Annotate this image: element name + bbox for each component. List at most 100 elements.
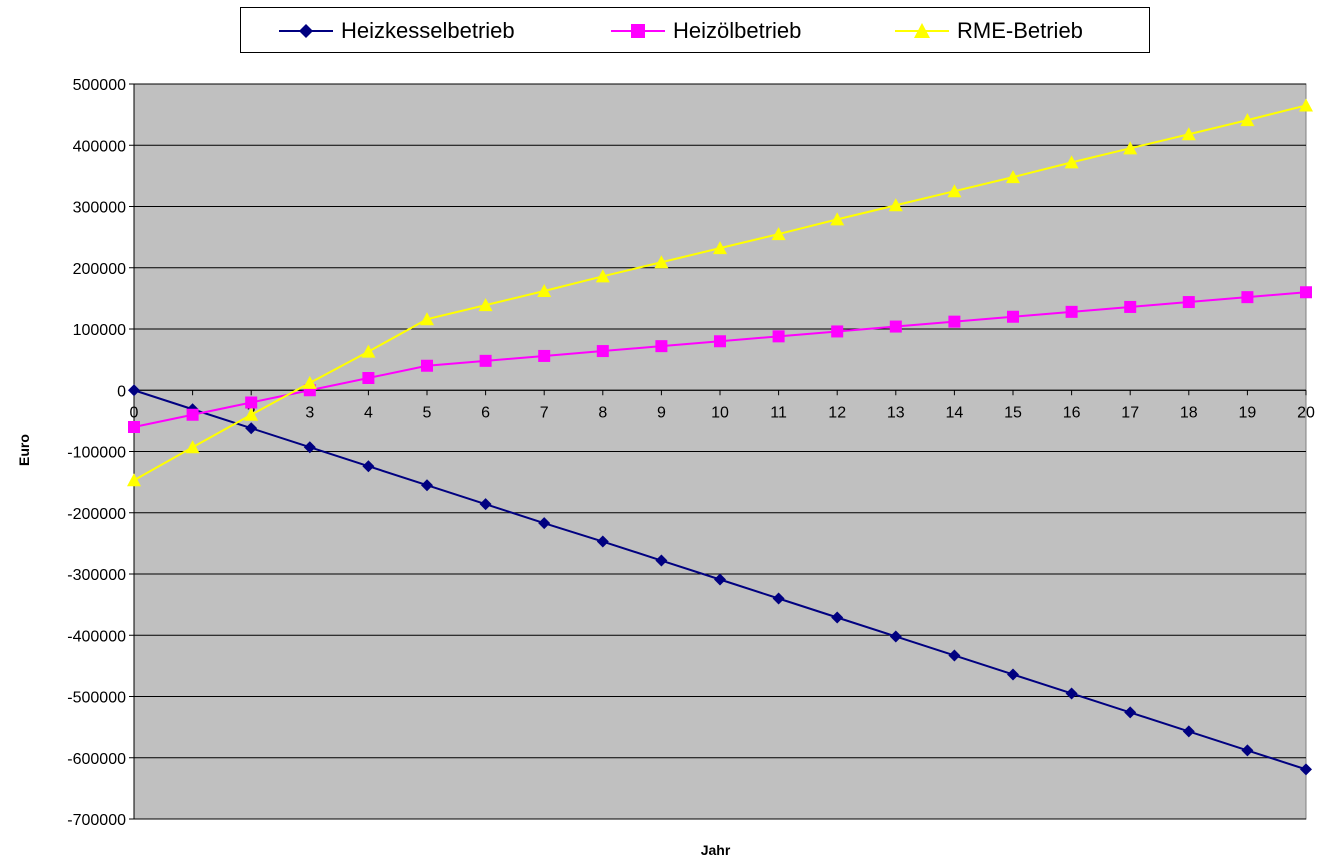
data-point (831, 325, 844, 338)
data-point (947, 184, 962, 198)
data-point (1064, 155, 1079, 169)
data-point (245, 422, 258, 435)
data-point (595, 269, 610, 283)
data-point (1123, 141, 1138, 155)
data-point (362, 460, 375, 473)
data-point (1182, 725, 1195, 738)
data-point (186, 408, 199, 421)
data-point (596, 535, 609, 548)
data-point (655, 340, 668, 353)
data-point (479, 354, 492, 367)
data-point (1300, 763, 1312, 776)
data-point (1241, 291, 1254, 304)
x-tick-label: 6 (481, 404, 490, 421)
x-tick-label: 18 (1180, 404, 1198, 421)
data-point (128, 421, 140, 433)
legend-item-rme: RME-Betrieb (893, 17, 1083, 45)
x-tick-label: 19 (1239, 404, 1257, 421)
y-tick-label: -300000 (67, 567, 126, 584)
data-point (537, 284, 552, 298)
x-tick-label: 0 (130, 404, 139, 421)
y-tick-label: -500000 (67, 690, 126, 707)
x-tick-label: 7 (540, 404, 549, 421)
legend-label: Heizölbetrieb (673, 18, 802, 43)
y-tick-label: 200000 (73, 261, 126, 278)
data-point (1124, 300, 1137, 313)
y-tick-label: 300000 (73, 200, 126, 217)
x-tick-label: 8 (598, 404, 607, 421)
data-point (538, 349, 551, 362)
data-point (1007, 310, 1019, 323)
data-point (889, 320, 902, 333)
x-tick-label: 5 (423, 404, 432, 421)
legend-item-heizoel: Heizölbetrieb (609, 17, 801, 45)
data-point (185, 440, 200, 454)
legend-marker-triangle-icon (895, 23, 949, 38)
x-tick-label: 9 (657, 404, 666, 421)
data-point (1007, 668, 1019, 681)
data-point (478, 298, 493, 312)
data-point (302, 375, 317, 389)
data-point (830, 212, 845, 226)
y-tick-label: 100000 (73, 322, 126, 339)
data-point (948, 649, 961, 662)
data-point (1182, 296, 1195, 309)
data-point (771, 227, 786, 241)
y-tick-label: -600000 (67, 751, 126, 768)
x-tick-label: 16 (1063, 404, 1081, 421)
legend-item-heizkessel: Heizkesselbetrieb (277, 17, 515, 45)
y-tick-label: 400000 (73, 138, 126, 155)
data-point (1124, 706, 1137, 719)
x-tick-label: 4 (364, 404, 373, 421)
data-point (713, 241, 727, 255)
data-point (889, 630, 902, 643)
data-point (1065, 305, 1078, 318)
data-point (1181, 127, 1196, 141)
legend: Heizkesselbetrieb Heizölbetrieb RME-Betr… (240, 7, 1150, 53)
y-tick-label: -400000 (67, 628, 126, 645)
data-point (772, 592, 785, 605)
x-tick-label: 10 (711, 404, 729, 421)
x-tick-label: 3 (305, 404, 314, 421)
legend-label: Heizkesselbetrieb (341, 18, 515, 43)
data-point (948, 315, 961, 328)
data-point (888, 198, 903, 212)
legend-marker-square-icon (611, 24, 665, 38)
data-point (421, 359, 433, 372)
x-tick-label: 13 (887, 404, 905, 421)
x-tick-label: 14 (946, 404, 964, 421)
legend-label: RME-Betrieb (957, 18, 1083, 43)
y-tick-label: -100000 (67, 445, 126, 462)
x-tick-label: 11 (770, 404, 787, 421)
x-tick-label: 17 (1121, 404, 1139, 421)
data-point (654, 255, 669, 269)
x-axis-title: Jahr (700, 842, 731, 858)
data-point (1240, 113, 1255, 127)
data-point (421, 479, 433, 492)
data-point (831, 611, 844, 624)
data-point (538, 517, 551, 530)
legend-marker-diamond-icon (279, 24, 333, 38)
data-point (655, 554, 668, 567)
x-tick-label: 20 (1297, 404, 1315, 421)
y-tick-label: -700000 (67, 812, 126, 829)
data-point (244, 407, 259, 421)
data-point (1006, 170, 1020, 184)
y-tick-label: -200000 (67, 506, 126, 523)
data-point (303, 441, 316, 454)
data-point (479, 498, 492, 511)
data-point (1299, 98, 1313, 112)
data-point (714, 335, 726, 348)
data-point (362, 372, 375, 384)
x-tick-label: 15 (1004, 404, 1022, 421)
data-point (596, 345, 609, 358)
x-tick-label: 12 (828, 404, 846, 421)
data-point (772, 330, 785, 343)
data-point (245, 396, 258, 409)
data-point (420, 312, 434, 326)
y-axis-title: Euro (16, 434, 32, 466)
data-point (1241, 744, 1254, 757)
data-point (127, 473, 141, 487)
